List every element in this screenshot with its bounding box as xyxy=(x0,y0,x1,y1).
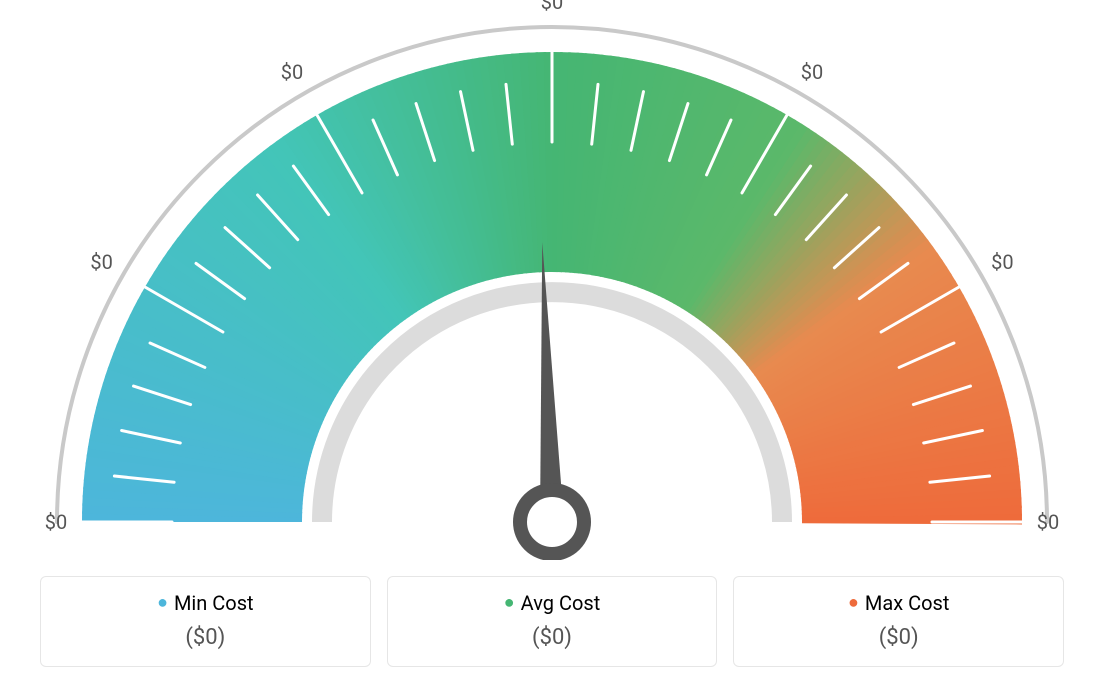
legend-label-min: Min Cost xyxy=(174,591,254,615)
legend-row: ● Min Cost ($0) ● Avg Cost ($0) ● Max Cost … xyxy=(40,576,1064,667)
gauge-tick-label: $0 xyxy=(801,60,823,84)
legend-title-avg: ● Avg Cost xyxy=(404,591,701,615)
gauge-tick-label: $0 xyxy=(541,0,563,14)
legend-dot-max: ● xyxy=(848,592,859,613)
legend-value-avg: ($0) xyxy=(404,625,701,650)
legend-card-max: ● Max Cost ($0) xyxy=(733,576,1064,667)
gauge-area: $0 $0 $0 $0 $0 $0 $0 xyxy=(0,0,1104,560)
legend-value-min: ($0) xyxy=(57,625,354,650)
gauge-tick-label: $0 xyxy=(991,250,1013,274)
legend-card-avg: ● Avg Cost ($0) xyxy=(387,576,718,667)
legend-title-max: ● Max Cost xyxy=(750,591,1047,615)
legend-label-avg: Avg Cost xyxy=(521,591,601,615)
gauge-tick-label: $0 xyxy=(45,510,67,534)
gauge-tick-label: $0 xyxy=(1037,510,1059,534)
gauge-tick-label: $0 xyxy=(281,60,303,84)
gauge-chart-container: $0 $0 $0 $0 $0 $0 $0 ● Min Cost ($0) ● Avg Cost … xyxy=(0,0,1104,690)
gauge-svg xyxy=(0,0,1104,560)
legend-dot-avg: ● xyxy=(504,592,515,613)
legend-label-max: Max Cost xyxy=(865,591,950,615)
legend-card-min: ● Min Cost ($0) xyxy=(40,576,371,667)
legend-value-max: ($0) xyxy=(750,625,1047,650)
gauge-tick-label: $0 xyxy=(90,250,112,274)
legend-title-min: ● Min Cost xyxy=(57,591,354,615)
legend-dot-min: ● xyxy=(157,592,168,613)
